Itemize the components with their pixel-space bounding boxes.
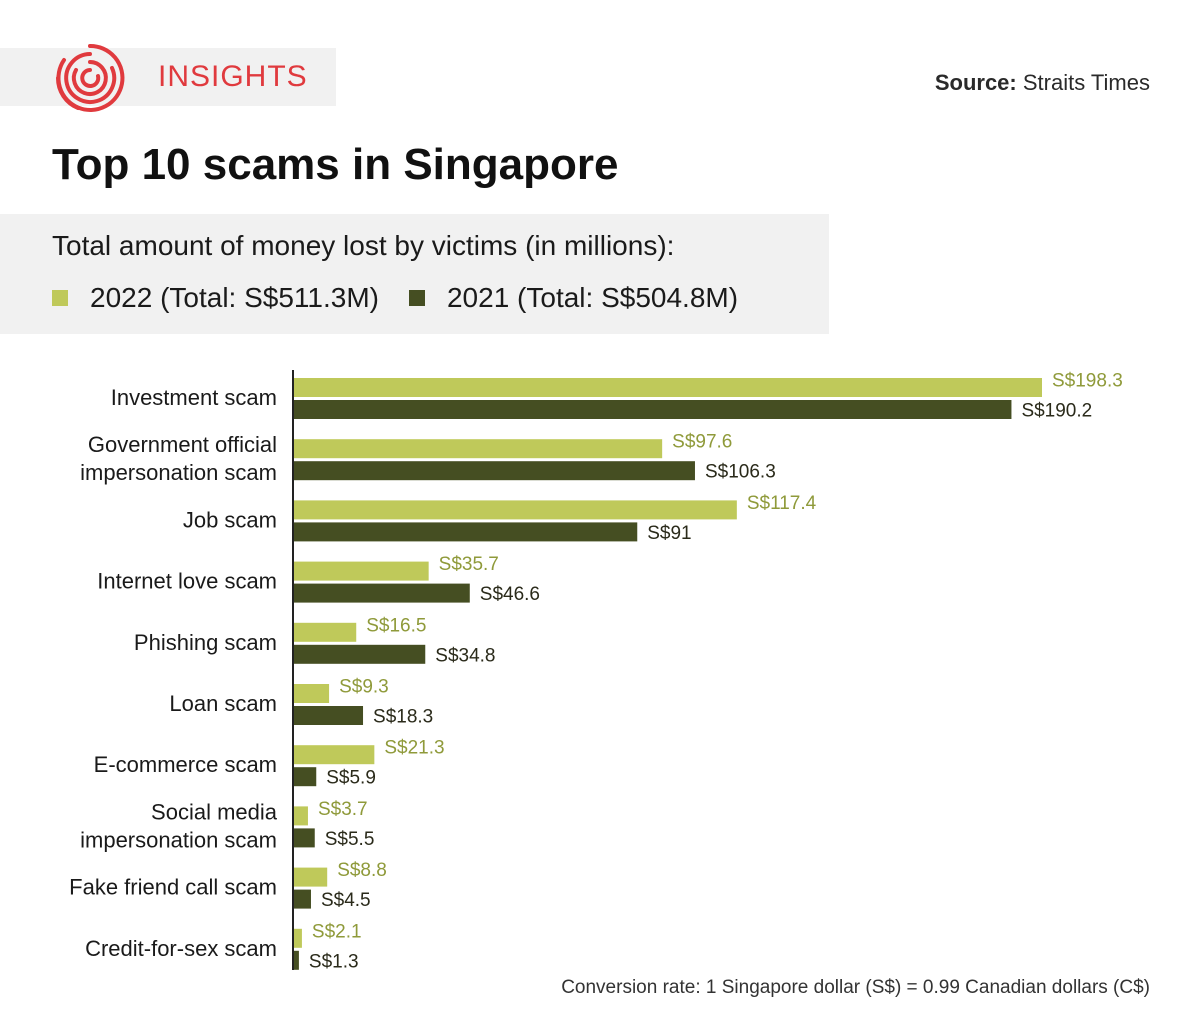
bar-2021 [294,889,311,909]
bar-2021 [294,828,315,848]
data-label-2021: S$5.9 [326,768,376,789]
data-label-2022: S$35.7 [439,554,499,575]
data-label-2022: S$16.5 [366,615,426,636]
data-label-2022: S$2.1 [312,921,362,942]
bar-2022 [294,684,330,703]
bar-2021 [294,522,638,542]
category-label: Phishing scam [134,630,277,655]
bar-2022 [294,500,737,520]
data-label-2021: S$1.3 [309,951,359,972]
legend-swatch-2021 [408,290,425,306]
legend-item-2021: 2021 (Total: S$504.8M) [408,282,739,314]
source-note: Source: Straits Times [935,70,1150,96]
brand-banner [0,48,336,106]
bar-2022 [294,745,375,765]
data-label-2022: S$198.3 [1052,371,1123,392]
legend-label-2021: 2021 (Total: S$504.8M) [446,282,739,313]
bar-2021 [294,461,695,481]
bar-2021 [294,950,299,970]
bar-2021 [294,706,364,725]
legend-label-2022: 2022 (Total: S$511.3M) [90,282,379,313]
data-label-2021: S$5.5 [325,829,375,850]
category-label: Government official [88,432,277,457]
bar-2022 [294,561,429,581]
chart-title: Top 10 scams in Singapore [52,140,619,189]
legend-item-2022: 2022 (Total: S$511.3M) [52,282,379,314]
data-label-2021: S$34.8 [435,645,495,666]
data-label-2022: S$3.7 [318,799,368,820]
data-label-2021: S$91 [647,523,691,544]
category-label: Investment scam [111,385,277,410]
data-label-2022: S$117.4 [747,493,817,514]
data-label-2021: S$46.6 [480,584,540,605]
category-label: Internet love scam [97,569,277,594]
bar-2022 [294,378,1042,397]
bar-2022 [294,867,328,887]
data-label-2021: S$18.3 [373,707,433,728]
legend: 2022 (Total: S$511.3M) 2021 (Total: S$50… [52,282,768,314]
bar-chart: Investment scam S$198.3 S$190.2 Government … [69,370,1123,972]
bar-2021 [294,400,1012,419]
category-label: Social media [151,799,278,824]
bar-2021 [294,583,470,603]
bar-2022 [294,622,357,642]
footnote: Conversion rate: 1 Singapore dollar (S$)… [561,977,1150,998]
category-label: Credit-for-sex scam [85,936,277,961]
source-value: Straits Times [1016,70,1150,95]
bar-2022 [294,439,663,459]
concentric-circles-icon [55,43,125,112]
data-label-2022: S$9.3 [339,677,389,698]
data-label-2022: S$21.3 [384,738,444,759]
data-label-2022: S$97.6 [672,432,732,453]
category-label: impersonation scam [80,827,277,852]
category-label: E-commerce scam [94,752,277,777]
bar-2022 [294,928,302,948]
bar-2021 [294,767,317,787]
category-label: Loan scam [169,691,277,716]
legend-panel [0,214,829,334]
bar-2021 [294,644,426,664]
category-label: Fake friend call scam [69,875,277,900]
data-label-2021: S$4.5 [321,890,371,911]
source-label: Source: [934,70,1017,95]
brand-name: INSIGHTS [158,60,308,93]
data-label-2022: S$8.8 [337,860,387,881]
data-label-2021: S$190.2 [1021,401,1092,422]
chart-subtitle: Total amount of money lost by victims (i… [52,230,675,261]
category-label: Job scam [183,507,277,532]
legend-swatch-2022 [52,290,68,306]
bar-2022 [294,806,308,826]
category-label: impersonation scam [80,460,277,485]
data-label-2021: S$106.3 [705,462,776,483]
